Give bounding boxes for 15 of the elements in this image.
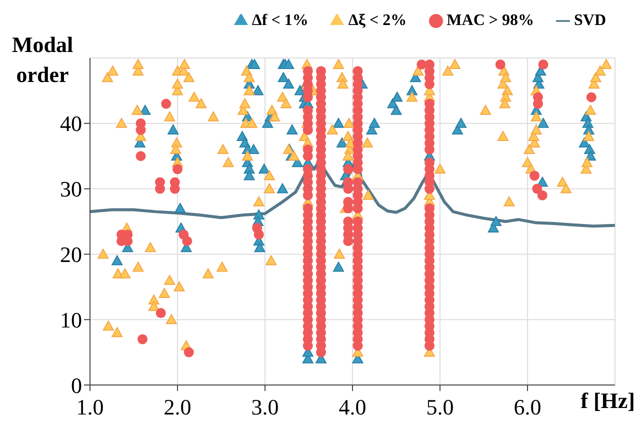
x-tick-label: 6.0 xyxy=(514,394,542,420)
legend-label: Δf < 1% xyxy=(252,12,308,29)
x-tick-label: 3.0 xyxy=(251,394,279,420)
legend-label: SVD xyxy=(574,12,606,29)
legend-label: Δξ < 2% xyxy=(348,12,407,29)
y-tick-label: 40 xyxy=(60,111,82,136)
x-tick-label: 4.0 xyxy=(338,394,366,420)
y-tick-label: 20 xyxy=(60,242,82,268)
y-axis-title: Modal order xyxy=(12,31,74,89)
x-tick-label: 2.0 xyxy=(164,394,192,420)
x-axis-title: f [Hz] xyxy=(580,388,635,414)
legend-label: MAC > 98% xyxy=(446,12,534,29)
x-tick-label: 5.0 xyxy=(426,394,454,420)
y-tick-label: 10 xyxy=(60,307,82,332)
y-tick-label: 30 xyxy=(60,176,82,202)
